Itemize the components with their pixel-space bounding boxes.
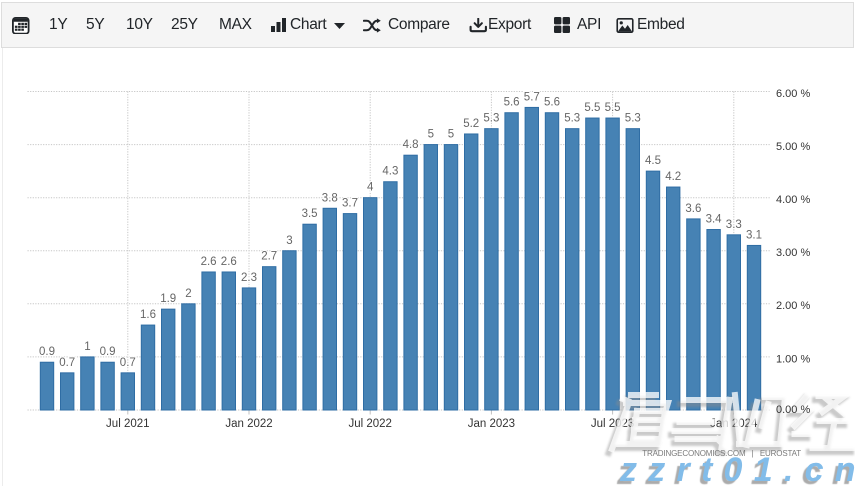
svg-text:0.9: 0.9	[39, 346, 55, 358]
svg-text:5: 5	[448, 129, 454, 141]
svg-text:1.9: 1.9	[160, 293, 176, 305]
svg-text:5.3: 5.3	[483, 113, 499, 125]
svg-text:5.6: 5.6	[544, 97, 560, 109]
svg-text:6.00 %: 6.00 %	[776, 88, 810, 100]
svg-text:2.3: 2.3	[241, 272, 257, 284]
svg-text:5.00 %: 5.00 %	[776, 141, 810, 153]
svg-text:4.8: 4.8	[403, 139, 419, 151]
svg-text:3.00 %: 3.00 %	[776, 247, 810, 259]
svg-text:3.3: 3.3	[726, 219, 742, 231]
svg-text:4: 4	[367, 182, 374, 194]
svg-text:5.5: 5.5	[605, 102, 621, 114]
svg-text:0.9: 0.9	[100, 346, 116, 358]
svg-text:1: 1	[84, 341, 90, 353]
svg-text:Jan 2022: Jan 2022	[225, 418, 272, 430]
svg-text:2.7: 2.7	[261, 251, 277, 263]
svg-text:5.3: 5.3	[625, 113, 641, 125]
svg-text:3.4: 3.4	[706, 214, 723, 226]
svg-text:1.00 %: 1.00 %	[776, 353, 810, 365]
svg-text:4.5: 4.5	[645, 155, 661, 167]
svg-text:3.1: 3.1	[746, 229, 762, 241]
svg-text:3.6: 3.6	[685, 203, 701, 215]
svg-text:3: 3	[286, 235, 292, 247]
svg-text:0.7: 0.7	[120, 357, 136, 369]
svg-text:2.6: 2.6	[221, 256, 237, 268]
svg-text:Jul 2021: Jul 2021	[106, 418, 149, 430]
svg-text:3.8: 3.8	[322, 192, 338, 204]
svg-text:2.6: 2.6	[201, 256, 217, 268]
svg-text:Jul 2022: Jul 2022	[348, 418, 391, 430]
svg-text:1.6: 1.6	[140, 309, 156, 321]
svg-text:4.00 %: 4.00 %	[776, 194, 810, 206]
svg-text:4.3: 4.3	[382, 166, 398, 178]
svg-text:5.7: 5.7	[524, 91, 540, 103]
svg-text:5.3: 5.3	[564, 113, 580, 125]
svg-text:2: 2	[185, 288, 191, 300]
svg-text:3.5: 3.5	[302, 208, 318, 220]
svg-text:5.5: 5.5	[584, 102, 600, 114]
svg-text:5.2: 5.2	[463, 118, 479, 130]
svg-text:5: 5	[428, 129, 434, 141]
svg-text:0.7: 0.7	[59, 357, 75, 369]
svg-text:3.7: 3.7	[342, 198, 358, 210]
svg-text:5.6: 5.6	[504, 97, 520, 109]
svg-text:2.00 %: 2.00 %	[776, 300, 810, 312]
svg-text:4.2: 4.2	[665, 171, 681, 183]
svg-text:Jan 2023: Jan 2023	[468, 418, 515, 430]
